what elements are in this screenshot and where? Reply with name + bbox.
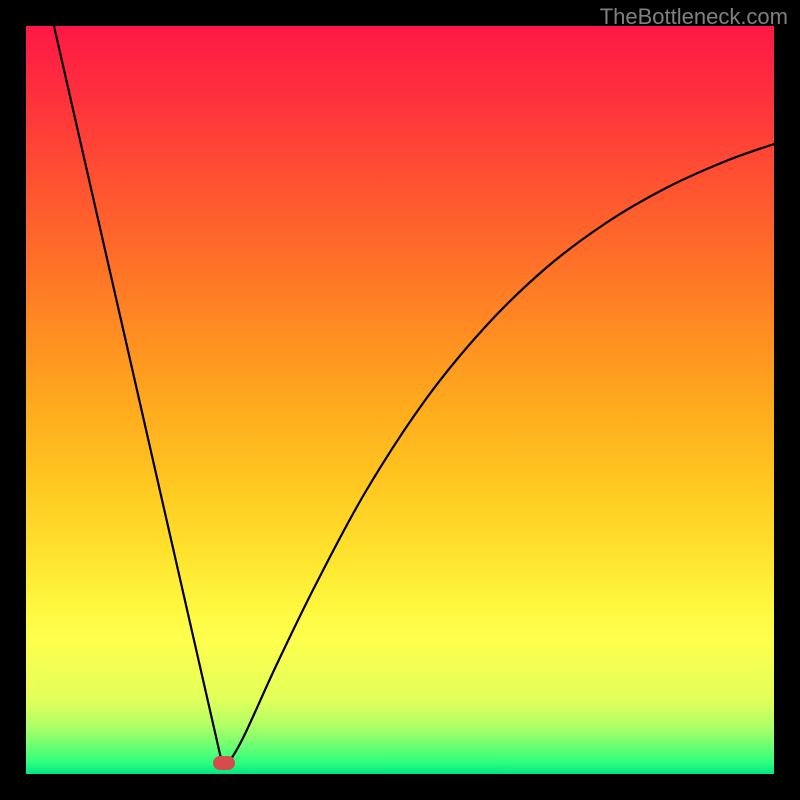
chart-container: TheBottleneck.com [0,0,800,800]
plot-area [26,26,774,774]
curve-svg [26,26,774,774]
watermark-text: TheBottleneck.com [600,4,788,30]
minimum-marker [213,756,235,770]
